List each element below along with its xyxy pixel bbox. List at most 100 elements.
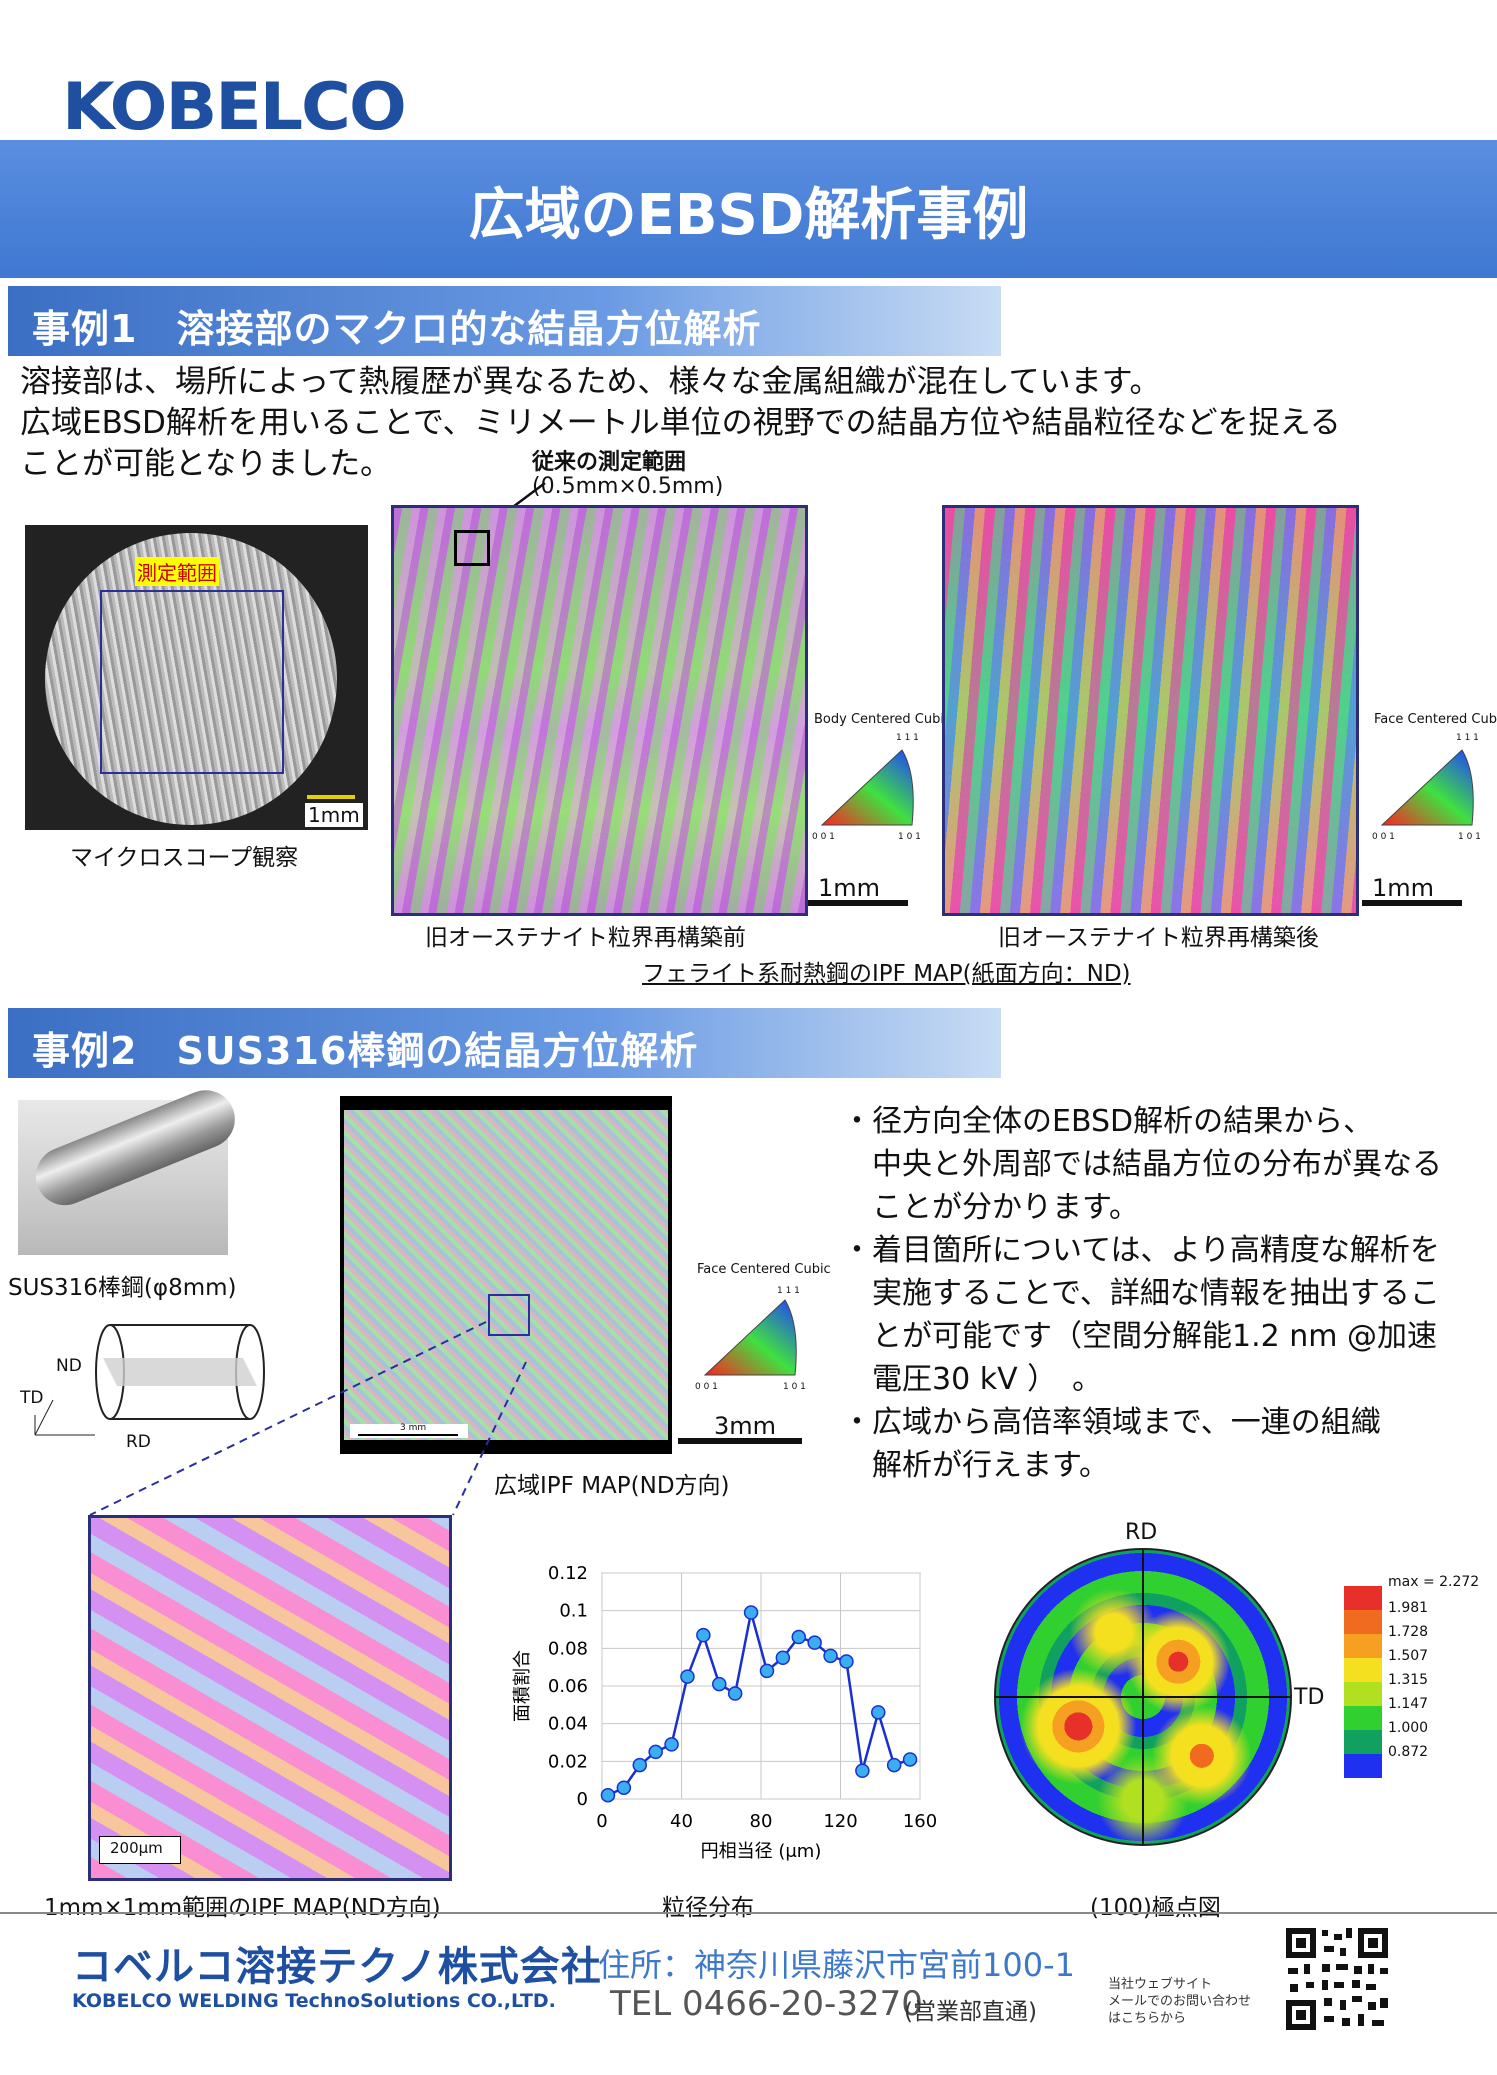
- web-note-line-3: はこちらから: [1108, 2011, 1187, 2026]
- footer-divider: [0, 1912, 1497, 1914]
- legend2-111: 1 1 1: [1456, 733, 1479, 743]
- wide-ipf-map: 3 mm: [344, 1110, 668, 1440]
- address: 住所：神奈川県藤沢市宮前100-1: [598, 1946, 1075, 1984]
- wide-ipf-frame: 3 mm: [340, 1096, 672, 1454]
- pole-legend-swatch: [1344, 1586, 1382, 1610]
- case2-heading-bar: 事例2 SUS316棒鋼の結晶方位解析: [8, 1008, 1001, 1078]
- data-point: [696, 1627, 711, 1643]
- pole-legend-label: max = 2.272: [1388, 1574, 1480, 1590]
- web-note-line-2: メールでのお問い合わせ: [1108, 1994, 1252, 2009]
- web-note: 当社ウェブサイト メールでのお問い合わせ はこちらから: [1108, 1976, 1251, 2027]
- data-point: [712, 1676, 727, 1692]
- pole-legend-row: 1.147: [1340, 1696, 1490, 1730]
- conventional-range-size: (0.5mm×0.5mm): [532, 474, 724, 499]
- data-point: [855, 1763, 870, 1778]
- pole-legend-row: 1.000: [1340, 1720, 1490, 1754]
- caption-before: 旧オーステナイト粒界再構築前: [425, 925, 746, 951]
- y-tick-label: 0.08: [548, 1638, 588, 1659]
- data-point: [600, 1787, 616, 1803]
- web-note-line-1: 当社ウェブサイト: [1108, 1977, 1213, 1992]
- bullet-2-line-3: とが可能です（空間分解能1.2 nm @加速: [872, 1319, 1438, 1354]
- scalebar-after: [1362, 900, 1462, 906]
- bullet-3: ・広域から高倍率領域まで、一連の組織 解析が行えます。: [842, 1401, 1482, 1487]
- rod-photo: [18, 1081, 244, 1255]
- case1-heading-bar: 事例1 溶接部のマクロ的な結晶方位解析: [8, 286, 1001, 356]
- y-tick-label: 0: [577, 1789, 588, 1810]
- pole-legend-row: max = 2.272: [1340, 1574, 1490, 1610]
- bullet-2: ・着目箇所については、より高精度な解析を 実施することで、詳細な情報を抽出するこ…: [842, 1229, 1482, 1401]
- pole-figure: [994, 1548, 1292, 1846]
- legend1-001: 0 0 1: [812, 832, 835, 842]
- conventional-range-label: 従来の測定範囲: [532, 450, 687, 475]
- y-tick-label: 0.04: [548, 1714, 588, 1735]
- pole-legend-swatch: [1344, 1610, 1382, 1634]
- wide-scale-label: 3mm: [714, 1412, 777, 1440]
- micro-scale-label: 1mm: [305, 803, 363, 827]
- case1-line2: 広域EBSD解析を用いることで、ミリメートル単位の視野での結晶方位や結晶粒径など…: [20, 405, 1341, 441]
- bullet-3-line-1: ・広域から高倍率領域まで、一連の組織: [842, 1405, 1381, 1440]
- pole-legend-swatch: [1344, 1634, 1382, 1658]
- data-point: [680, 1669, 695, 1684]
- data-point: [823, 1648, 838, 1664]
- wide-map-caption: 広域IPF MAP(ND方向): [494, 1473, 730, 1499]
- bullet-1-line-1: ・径方向全体のEBSD解析の結果から、: [842, 1104, 1374, 1139]
- wide-scalebar: [678, 1438, 802, 1444]
- telephone-note: (営業部直通): [904, 1999, 1037, 2025]
- page-title: 広域のEBSD解析事例: [468, 183, 1029, 248]
- pole-legend-label: 0.872: [1388, 1744, 1429, 1760]
- zoom-region-box: [488, 1294, 530, 1336]
- pole-legend-swatch: [1344, 1658, 1382, 1682]
- zoom-map-caption: 1mm×1mm範囲のIPF MAP(ND方向): [44, 1895, 441, 1921]
- measurement-range-box: [100, 590, 284, 774]
- qr-code-icon[interactable]: [1282, 1924, 1392, 2034]
- legend1-101: 1 0 1: [898, 832, 921, 842]
- axis-nd: ND: [56, 1356, 82, 1376]
- pole-legend-swatch: [1344, 1706, 1382, 1730]
- legend3-101: 1 0 1: [783, 1382, 806, 1392]
- data-point: [759, 1663, 775, 1679]
- pole-rd-label: RD: [1125, 1520, 1158, 1545]
- y-tick-label: 0.12: [548, 1563, 588, 1584]
- pole-legend-label: 1.981: [1388, 1600, 1429, 1616]
- pole-legend-label: 1.000: [1388, 1720, 1429, 1736]
- data-point: [743, 1605, 759, 1620]
- scale-label-before: 1mm: [818, 874, 881, 902]
- x-tick-label: 40: [670, 1811, 693, 1832]
- case2-bullets: ・径方向全体のEBSD解析の結果から、 中央と外周部では結晶方位の分布が異なる …: [842, 1100, 1482, 1487]
- zoom-connector-lines: [89, 1321, 527, 1516]
- axis-rd: RD: [126, 1432, 151, 1452]
- kobelco-logo: KOBELCO: [62, 69, 407, 146]
- case1-heading: 事例1 溶接部のマクロ的な結晶方位解析: [32, 307, 762, 351]
- data-point: [807, 1635, 822, 1650]
- conventional-range-box: [454, 530, 490, 566]
- x-tick-label: 120: [823, 1811, 857, 1832]
- bullet-3-line-2: 解析が行えます。: [872, 1448, 1109, 1483]
- y-axis-label: 面積割合: [512, 1650, 533, 1722]
- ipf-legend-triangle-icon: [820, 749, 914, 826]
- data-point: [616, 1780, 632, 1795]
- case2-heading: 事例2 SUS316棒鋼の結晶方位解析: [32, 1029, 699, 1073]
- y-tick-label: 0.02: [548, 1751, 588, 1772]
- rod-caption: SUS316棒鋼(φ8mm): [8, 1275, 237, 1301]
- pole-legend-swatch: [1344, 1682, 1382, 1706]
- legend3-001: 0 0 1: [695, 1382, 718, 1392]
- telephone: TEL 0466-20-3270: [610, 1984, 923, 2024]
- scale-label-after: 1mm: [1372, 874, 1435, 902]
- pole-caption: (100)極点図: [1090, 1895, 1221, 1921]
- bullet-1-line-3: ことが分かります。: [872, 1190, 1139, 1225]
- bullet-1-line-2: 中央と外周部では結晶方位の分布が異なる: [872, 1147, 1442, 1182]
- grain-size-chart: 0 0.02 0.04 0.06 0.08 0.1 0.12 0 40 80 120 160 円相当径 …: [512, 1563, 937, 1862]
- x-tick-label: 80: [750, 1811, 773, 1832]
- legend2-001: 0 0 1: [1372, 832, 1395, 842]
- pole-legend-row: 1.507: [1340, 1648, 1490, 1682]
- scalebar-before: [808, 900, 908, 906]
- legend3-title: Face Centered Cubic: [697, 1262, 831, 1277]
- inner-scale-label: 3 mm: [400, 1423, 427, 1433]
- pole-legend-label: 1.147: [1388, 1696, 1429, 1712]
- case1-line1: 溶接部は、場所によって熱履歴が異なるため、様々な金属組織が混在しています。: [20, 364, 1161, 400]
- title-banner: 広域のEBSD解析事例: [0, 140, 1497, 278]
- pole-legend-row: 1.981: [1340, 1600, 1490, 1634]
- axis-td: TD: [20, 1388, 44, 1408]
- bullet-1: ・径方向全体のEBSD解析の結果から、 中央と外周部では結晶方位の分布が異なる …: [842, 1100, 1482, 1229]
- x-tick-label: 160: [903, 1811, 937, 1832]
